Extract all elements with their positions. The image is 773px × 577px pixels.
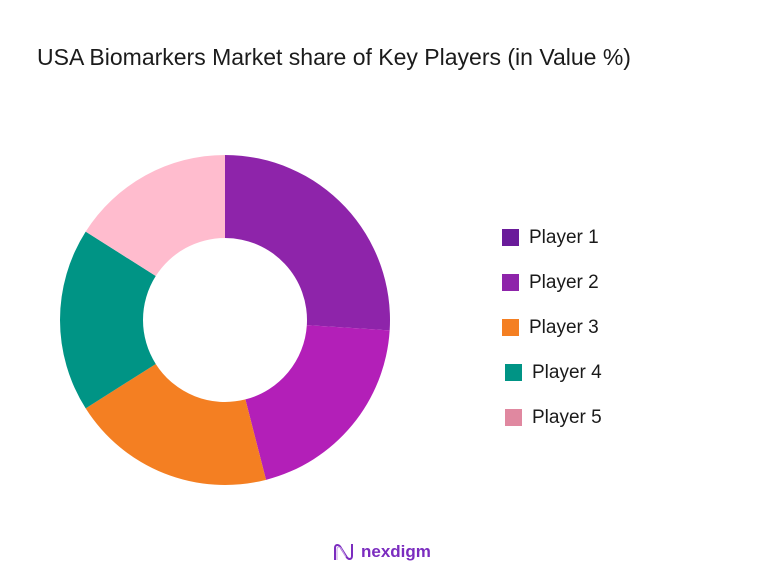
legend-item-player-5[interactable]: Player 5 — [502, 395, 602, 440]
legend: Player 1 Player 2 Player 3 Player 4 Play… — [502, 215, 602, 440]
donut-slice-player-4[interactable] — [59, 231, 156, 409]
donut-slice-player-2[interactable] — [245, 325, 390, 480]
legend-swatch-icon — [502, 274, 519, 291]
legend-label: Player 2 — [529, 271, 599, 293]
legend-item-player-1[interactable]: Player 1 — [502, 215, 602, 260]
donut-slice-player-1[interactable] — [225, 155, 390, 331]
legend-swatch-icon — [502, 229, 519, 246]
wave-logo-icon — [334, 544, 353, 560]
legend-swatch-icon — [502, 319, 519, 336]
legend-item-player-4[interactable]: Player 4 — [502, 350, 602, 395]
legend-swatch-icon — [505, 364, 522, 381]
chart-title: USA Biomarkers Market share of Key Playe… — [37, 44, 631, 70]
legend-swatch-icon — [505, 409, 522, 426]
donut-slice-player-5[interactable] — [85, 155, 226, 277]
legend-label: Player 5 — [532, 406, 602, 428]
legend-item-player-3[interactable]: Player 3 — [502, 305, 602, 350]
legend-label: Player 4 — [532, 361, 602, 383]
brand-name: nexdigm — [361, 542, 431, 561]
brand-logo: nexdigm — [333, 542, 431, 562]
legend-label: Player 1 — [529, 226, 599, 248]
donut-slice-player-3[interactable] — [85, 363, 267, 485]
legend-label: Player 3 — [529, 316, 599, 338]
legend-item-player-2[interactable]: Player 2 — [502, 260, 602, 305]
